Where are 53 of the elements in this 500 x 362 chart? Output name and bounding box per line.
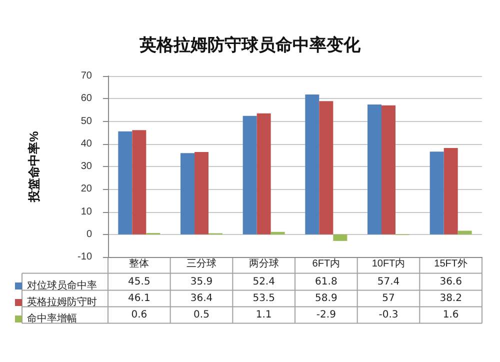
data-label: 57.4 <box>377 276 400 288</box>
data-label: 36.6 <box>440 276 462 288</box>
bar <box>333 234 348 241</box>
bar <box>458 230 472 234</box>
data-label: 46.1 <box>128 293 150 304</box>
data-label: 61.8 <box>315 276 338 288</box>
y-axis-title: 投篮命中率% <box>27 130 41 203</box>
x-tick-label: 10FT内 <box>372 258 406 270</box>
bar <box>368 104 382 234</box>
data-label: 0.6 <box>131 310 148 320</box>
y-tick-label: 50 <box>80 116 92 127</box>
data-label: 45.5 <box>128 276 150 288</box>
legend-label: 英格拉姆防守时 <box>27 296 97 308</box>
bar <box>270 232 285 234</box>
bar <box>305 94 320 234</box>
data-label: 36.4 <box>190 293 213 304</box>
data-label: 53.5 <box>252 293 275 304</box>
bar <box>256 113 271 234</box>
y-tick-label: 40 <box>80 138 92 150</box>
data-label: 1.6 <box>442 310 459 320</box>
data-label: 57 <box>382 293 395 304</box>
legend-label: 命中率增幅 <box>27 312 77 324</box>
data-label: 52.4 <box>252 276 275 288</box>
bar <box>319 101 334 234</box>
bar <box>242 116 257 234</box>
y-tick-label: 70 <box>80 70 92 82</box>
bar <box>430 152 444 234</box>
y-tick-label: 60 <box>80 93 92 104</box>
data-label: 35.9 <box>190 276 213 288</box>
data-label: 1.1 <box>256 310 272 320</box>
bar <box>180 153 194 234</box>
x-tick-label: 两分球 <box>248 258 279 270</box>
bar <box>118 131 132 234</box>
y-tick-label: 30 <box>80 161 92 172</box>
legend-label: 对位球员命中率 <box>27 280 97 292</box>
bar <box>382 105 396 234</box>
data-label: 38.2 <box>440 293 462 304</box>
bar <box>132 130 146 234</box>
x-tick-label: 整体 <box>129 258 150 270</box>
bar <box>194 152 208 234</box>
data-label: 0.5 <box>194 310 210 320</box>
x-tick-label: 三分球 <box>186 258 216 270</box>
x-tick-label: 15FT外 <box>434 258 468 270</box>
data-label: 58.9 <box>315 293 338 304</box>
data-label: -2.9 <box>316 310 336 320</box>
x-tick-label: 6FT内 <box>312 258 340 270</box>
data-label: -0.3 <box>378 310 398 320</box>
y-tick-label: -10 <box>78 252 92 262</box>
y-tick-label: 20 <box>80 184 92 195</box>
y-tick-label: 0 <box>86 228 92 240</box>
chart-title: 英格拉姆防守球员命中率变化 <box>138 36 362 56</box>
bar <box>444 148 458 234</box>
y-tick-label: 10 <box>80 206 92 218</box>
